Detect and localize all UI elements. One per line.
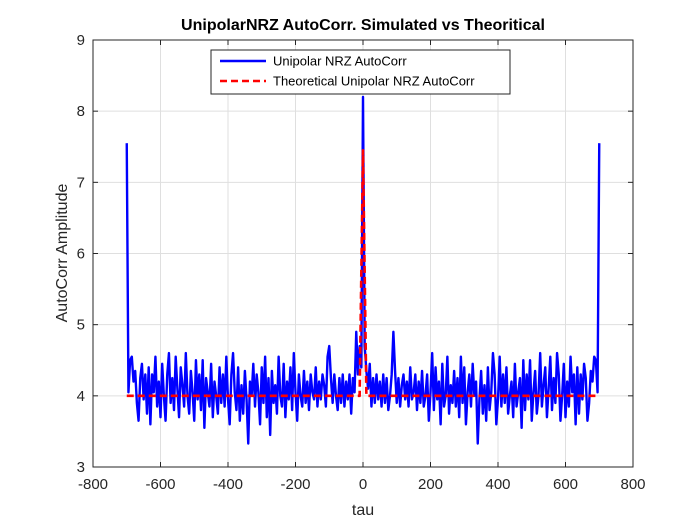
x-tick-label: 600 bbox=[553, 476, 578, 493]
legend: Unipolar NRZ AutoCorr Theoretical Unipol… bbox=[210, 49, 511, 95]
y-tick-label: 7 bbox=[77, 174, 85, 191]
x-tick-label: 200 bbox=[418, 476, 443, 493]
y-tick-label: 9 bbox=[77, 32, 85, 49]
y-tick-label: 3 bbox=[77, 459, 85, 476]
y-tick-label: 5 bbox=[77, 317, 85, 334]
series-layer bbox=[125, 95, 601, 445]
legend-box bbox=[210, 49, 511, 95]
y-tick-label: 6 bbox=[77, 246, 85, 263]
y-tick-label: 4 bbox=[77, 388, 85, 405]
x-tick-label: -400 bbox=[213, 476, 243, 493]
y-tick-label: 8 bbox=[77, 103, 85, 120]
ticks: -800 -600 -400 -200 0 200 400 600 800 3 4 5 6 7 8 9 bbox=[77, 32, 646, 493]
chart-title: UnipolarNRZ AutoCorr. Simulated vs Theor… bbox=[181, 17, 545, 34]
y-axis-label: AutoCorr Amplitude bbox=[54, 184, 71, 323]
legend-label-theoretical: Theoretical Unipolar NRZ AutoCorr bbox=[273, 74, 475, 89]
x-tick-label: 0 bbox=[359, 476, 367, 493]
x-tick-label: 800 bbox=[620, 476, 645, 493]
x-tick-label: -800 bbox=[78, 476, 108, 493]
legend-label-unipolar-nrz: Unipolar NRZ AutoCorr bbox=[273, 54, 407, 69]
x-tick-label: -200 bbox=[280, 476, 310, 493]
x-tick-label: 400 bbox=[485, 476, 510, 493]
x-tick-label: -600 bbox=[145, 476, 175, 493]
series-line-theoretical bbox=[126, 149, 600, 398]
x-axis-label: tau bbox=[352, 502, 374, 519]
